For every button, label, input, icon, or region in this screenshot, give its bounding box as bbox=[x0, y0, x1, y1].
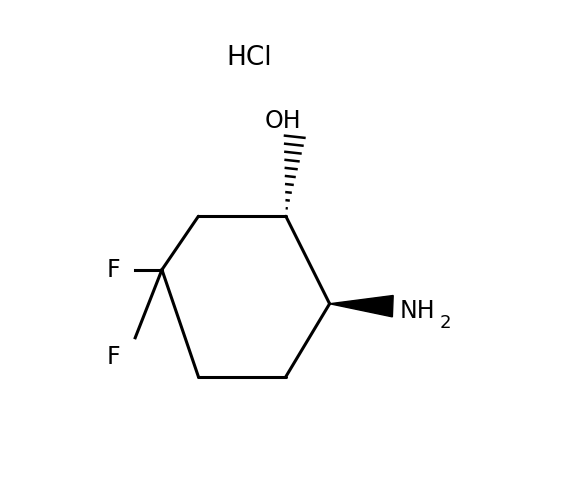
Text: 2: 2 bbox=[440, 314, 451, 332]
Text: F: F bbox=[107, 258, 120, 282]
Text: OH: OH bbox=[265, 109, 302, 133]
Polygon shape bbox=[329, 295, 393, 317]
Text: NH: NH bbox=[400, 299, 436, 323]
Text: F: F bbox=[107, 345, 120, 369]
Text: HCl: HCl bbox=[226, 45, 272, 71]
